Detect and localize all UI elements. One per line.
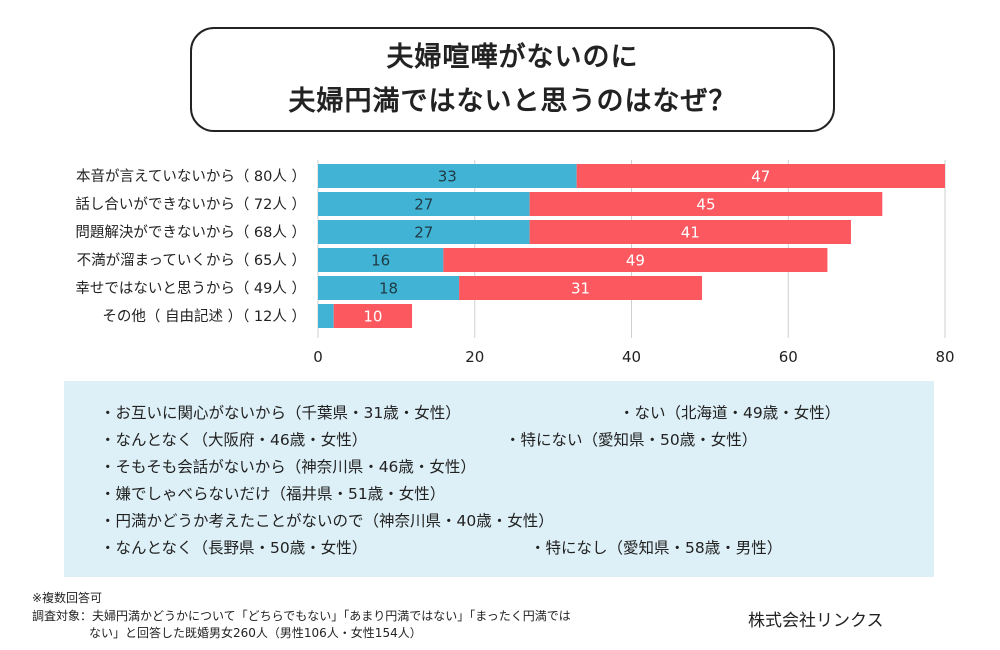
female-data-label: 10 [363, 308, 382, 326]
comment-row: ・円満かどうか考えたことがないので（神奈川県・40歳・女性） [100, 509, 934, 536]
male-bar [318, 304, 334, 328]
category-label: 不満が溜まっていくから（ 65人 ） [77, 252, 306, 269]
male-data-label: 27 [414, 196, 433, 214]
footnote-target-line-2: ない」と回答した既婚男女260人（男性106人・女性154人） [89, 626, 422, 640]
title-line-1: 夫婦喧嘩がないのに [386, 41, 639, 73]
comment-text: ・嫌でしゃべらないだけ（福井県・51歳・女性） [100, 485, 446, 503]
x-tick-label: 80 [935, 348, 954, 366]
male-data-label: 33 [438, 168, 457, 186]
comment-text: ・なんとなく（長野県・50歳・女性） [100, 539, 368, 557]
female-bar [529, 192, 883, 216]
x-tick-label: 0 [313, 348, 323, 366]
x-tick-label: 40 [622, 348, 641, 366]
male-bar [318, 192, 530, 216]
comment-box: ・お互いに関心がないから（千葉県・31歳・女性） ・ない（北海道・49歳・女性）・… [64, 381, 934, 577]
category-label: 本音が言えていないから（ 80人 ） [76, 168, 306, 185]
stacked-bar-chart: 0 20 40 60 80 本音が言えていないから（ 80人 ） 33 47 話し合いができない… [75, 160, 955, 366]
comment-row: ・嫌でしゃべらないだけ（福井県・51歳・女性） [100, 482, 934, 509]
female-data-label: 45 [696, 196, 715, 214]
female-bar [529, 220, 851, 244]
female-data-label: 31 [571, 280, 590, 298]
comment-text: ・なんとなく（大阪府・46歳・女性） [100, 431, 368, 449]
female-bar [576, 164, 945, 188]
male-bar [318, 164, 577, 188]
male-data-label: 16 [371, 252, 390, 270]
comment-row: ・なんとなく（大阪府・46歳・女性） ・特にない（愛知県・50歳・女性） [100, 428, 934, 455]
comment-text: ・そもそも会話がないから（神奈川県・46歳・女性） [100, 458, 476, 476]
male-bar [318, 220, 530, 244]
title-line-2: 夫婦円満ではないと思うのはなぜ？ [288, 85, 737, 117]
title-box: 夫婦喧嘩がないのに 夫婦円満ではないと思うのはなぜ？ [190, 27, 835, 132]
female-bar [333, 304, 413, 328]
category-label: 問題解決ができないから（ 68人 ） [75, 224, 306, 241]
female-bar [459, 276, 703, 300]
category-label: 幸せではないと思うから（ 49人 ） [75, 280, 306, 297]
footnote-multiple-answers: ※複数回答可 [32, 591, 103, 605]
comment-row: ・そもそも会話がないから（神奈川県・46歳・女性） [100, 455, 934, 482]
category-label: 話し合いができないから（ 72人 ） [75, 196, 306, 213]
x-tick-label: 60 [779, 348, 798, 366]
female-data-label: 47 [751, 168, 770, 186]
comment-text: ・ない（北海道・49歳・女性） [619, 404, 841, 422]
female-data-label: 49 [626, 252, 645, 270]
category-label: その他（ 自由記述 ）（ 12人 ） [102, 308, 306, 325]
comment-text: ・円満かどうか考えたことがないので（神奈川県・40歳・女性） [100, 512, 554, 530]
male-data-label: 27 [414, 224, 433, 242]
female-bar [443, 248, 828, 272]
comment-row: ・なんとなく（長野県・50歳・女性） ・特になし（愛知県・58歳・男性） [100, 536, 934, 563]
comment-row: ・お互いに関心がないから（千葉県・31歳・女性） ・ない（北海道・49歳・女性） [100, 401, 934, 428]
male-bar [318, 276, 460, 300]
x-tick-label: 20 [465, 348, 484, 366]
female-data-label: 41 [681, 224, 700, 242]
comment-text: ・特になし（愛知県・58歳・男性） [530, 539, 783, 557]
company-name: 株式会社リンクス [748, 611, 884, 631]
footnote-target-line-1: 調査対象：夫婦円満かどうかについて「どちらでもない」「あまり円満ではない」「まっ… [32, 609, 571, 623]
comment-text: ・特にない（愛知県・50歳・女性） [505, 431, 758, 449]
male-data-label: 18 [379, 280, 398, 298]
comment-text: ・お互いに関心がないから（千葉県・31歳・女性） [100, 404, 461, 422]
male-bar [318, 248, 444, 272]
